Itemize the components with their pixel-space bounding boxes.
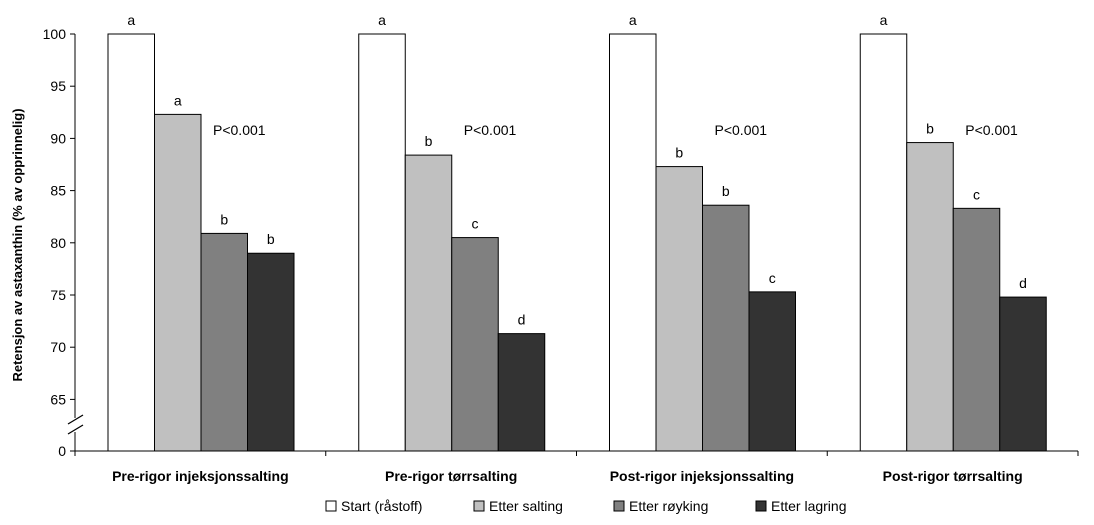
y-tick-label: 90 <box>50 130 66 146</box>
bar <box>748 291 796 452</box>
legend-label: Start (råstoff) <box>341 498 422 514</box>
bar-labels: a a b b P<0.001 a b c d P<0.001 a b b c P<0.001 a b c d P<0… <box>127 12 1027 328</box>
y-tick-label: 70 <box>50 339 66 355</box>
bar <box>404 154 453 452</box>
p-value-annotation: P<0.001 <box>464 122 517 138</box>
bar <box>655 166 703 452</box>
x-category-label: Post-rigor tørrsalting <box>883 468 1023 484</box>
significance-letter: a <box>127 12 135 28</box>
legend-swatch <box>473 500 485 512</box>
bar <box>154 113 202 452</box>
axes: 0 65 70 75 80 85 90 95 100 Pre-rigor injeksjonssa… <box>43 26 1079 484</box>
significance-letter: a <box>880 12 888 28</box>
significance-letter: a <box>629 12 637 28</box>
bar <box>358 33 406 452</box>
x-category-label: Pre-rigor tørrsalting <box>385 468 517 484</box>
bar <box>906 142 954 452</box>
significance-letter: c <box>472 216 479 232</box>
bars <box>107 33 1047 452</box>
y-tick-label: 0 <box>58 443 66 459</box>
legend: Start (råstoff) Etter salting Etter røykin… <box>325 498 846 514</box>
bar <box>451 237 499 452</box>
significance-letter: d <box>1019 275 1027 291</box>
significance-letter: a <box>378 12 386 28</box>
y-tick-label: 80 <box>50 235 66 251</box>
bar <box>200 232 248 452</box>
significance-letter: a <box>174 92 182 108</box>
bar <box>497 333 546 452</box>
p-value-annotation: P<0.001 <box>213 122 266 138</box>
p-value-annotation: P<0.001 <box>715 122 768 138</box>
y-tick-label: 75 <box>50 287 66 303</box>
significance-letter: b <box>267 231 275 247</box>
y-tick-label: 85 <box>50 183 66 199</box>
y-tick-label: 100 <box>43 26 67 42</box>
bar <box>702 204 750 452</box>
legend-label: Etter salting <box>489 498 563 514</box>
bar <box>952 207 1001 452</box>
significance-letter: c <box>769 270 776 286</box>
legend-label: Etter røyking <box>629 498 708 514</box>
bar <box>609 33 657 452</box>
y-axis-label: Retensjon av astaxanthin (% av opprinnel… <box>10 108 25 381</box>
y-tick-label: 95 <box>50 78 66 94</box>
significance-letter: b <box>425 133 433 149</box>
significance-letter: b <box>722 183 730 199</box>
significance-letter: d <box>518 312 526 328</box>
x-category-label: Post-rigor injeksjonssalting <box>610 468 794 484</box>
bar <box>107 33 155 452</box>
legend-swatch <box>325 500 337 512</box>
p-value-annotation: P<0.001 <box>965 122 1018 138</box>
bar <box>247 252 295 452</box>
axis-break-mark <box>67 424 84 435</box>
legend-label: Etter lagring <box>771 498 846 514</box>
y-tick-label: 65 <box>50 391 66 407</box>
significance-letter: b <box>220 211 228 227</box>
legend-swatch <box>755 500 767 512</box>
significance-letter: b <box>926 121 934 137</box>
bar <box>859 33 908 452</box>
axis-break-mark <box>67 414 84 425</box>
legend-swatch <box>613 500 625 512</box>
bar <box>999 296 1047 452</box>
x-category-label: Pre-rigor injeksjonssalting <box>112 468 289 484</box>
significance-letter: b <box>675 145 683 161</box>
significance-letter: c <box>973 186 980 202</box>
